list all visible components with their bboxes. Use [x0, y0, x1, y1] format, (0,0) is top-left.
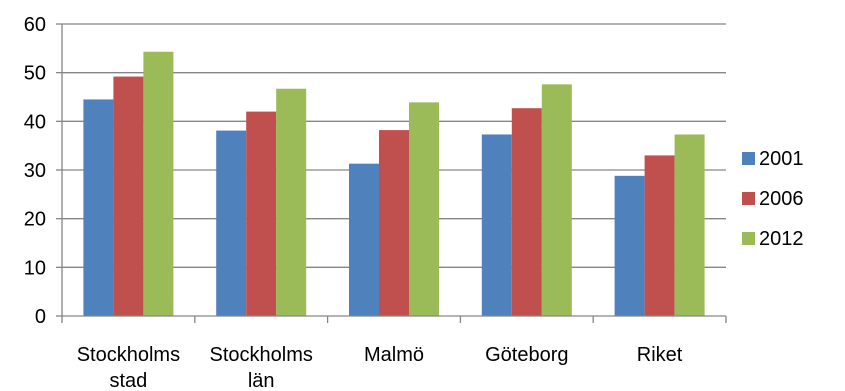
legend-swatch-2001 [742, 152, 755, 165]
legend-item-2006: 2006 [742, 188, 804, 210]
y-tick-label-50: 50 [24, 63, 46, 85]
bar-2006-4 [644, 155, 675, 316]
category-label-line: län [248, 370, 275, 391]
y-tick-label-30: 30 [24, 160, 46, 182]
category-label-3: Göteborg [485, 344, 568, 366]
category-label-line: Malmö [364, 344, 424, 366]
category-label-4: Riket [637, 344, 683, 366]
legend: 2001 2006 2012 [742, 148, 804, 250]
bar-2001-4 [614, 175, 645, 316]
bars [83, 51, 705, 317]
y-tick-label-0: 0 [35, 306, 46, 328]
category-label-line: Stockholms [77, 344, 180, 366]
legend-label-2012: 2012 [759, 228, 804, 250]
bar-2001-3 [481, 134, 512, 316]
bar-2006-2 [379, 130, 409, 316]
category-label-1: Stockholms län [210, 344, 313, 391]
legend-label-2006: 2006 [759, 188, 804, 210]
bar-2012-3 [541, 84, 572, 316]
bar-2001-1 [216, 130, 247, 316]
legend-item-2012: 2012 [742, 228, 804, 250]
bar-2001-0 [83, 99, 114, 316]
axes [56, 23, 727, 323]
bar-2006-3 [511, 108, 542, 317]
y-tick-label-60: 60 [24, 14, 46, 36]
bar-2012-4 [674, 134, 705, 316]
category-label-2: Malmö [364, 344, 424, 366]
y-tick-label-40: 40 [24, 111, 46, 133]
bar-2006-1 [246, 111, 277, 316]
category-label-line: stad [109, 370, 147, 391]
bar-2006-0 [113, 76, 144, 316]
category-label-line: Stockholms [210, 344, 313, 366]
y-tick-label-10: 10 [24, 257, 46, 279]
x-axis-category-labels: Stockholms stad Stockholms län Malmö Göteborg… [77, 344, 683, 391]
legend-item-2001: 2001 [742, 148, 804, 170]
legend-swatch-2006 [742, 192, 755, 205]
bar-2012-0 [143, 51, 174, 317]
category-label-0: Stockholms stad [77, 344, 180, 391]
category-label-line: Göteborg [485, 344, 568, 366]
category-label-line: Riket [637, 344, 683, 366]
y-axis-tick-labels: 0 10 20 30 40 50 60 [24, 14, 46, 328]
legend-swatch-2012 [742, 232, 755, 245]
legend-label-2001: 2001 [759, 148, 804, 170]
bar-2012-2 [409, 102, 439, 316]
bar-2001-2 [349, 163, 379, 316]
y-tick-label-20: 20 [24, 209, 46, 231]
bar-2012-1 [276, 88, 307, 316]
